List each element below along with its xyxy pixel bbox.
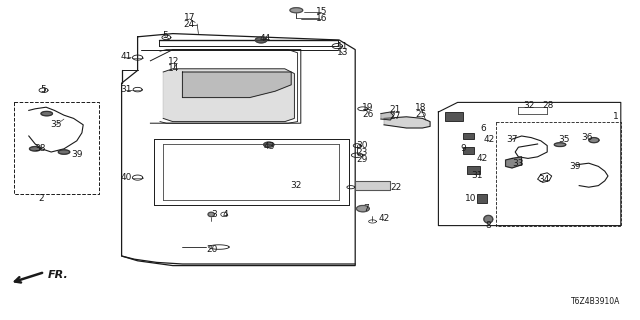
Text: 38: 38 [34,144,45,153]
Polygon shape [264,142,274,147]
FancyBboxPatch shape [467,166,480,174]
Polygon shape [163,69,294,122]
Polygon shape [29,147,41,151]
Text: 34: 34 [538,175,550,184]
Text: 37: 37 [506,135,518,144]
Text: 19: 19 [362,103,374,112]
Text: 36: 36 [582,133,593,142]
Text: 31: 31 [120,85,132,94]
FancyBboxPatch shape [477,194,487,203]
Polygon shape [255,37,267,43]
Text: 2: 2 [39,194,44,203]
Text: 16: 16 [316,14,327,23]
Text: 15: 15 [316,7,327,16]
Polygon shape [58,150,70,154]
Polygon shape [381,112,394,120]
Text: 24: 24 [184,20,195,29]
Text: 32: 32 [291,181,302,190]
Text: 33: 33 [513,159,524,168]
Polygon shape [355,181,390,190]
Polygon shape [506,157,522,168]
Text: 11: 11 [337,42,349,51]
Text: 4: 4 [223,210,228,219]
Text: 28: 28 [542,101,554,110]
Text: 41: 41 [120,52,132,61]
Text: 26: 26 [362,110,374,119]
Text: 35: 35 [51,120,62,129]
Text: 40: 40 [120,173,132,182]
FancyBboxPatch shape [445,112,463,121]
Text: 21: 21 [389,105,401,114]
Text: 7: 7 [364,204,369,213]
Text: 42: 42 [378,214,390,223]
Text: 44: 44 [260,34,271,43]
Text: 29: 29 [356,155,367,164]
Text: 13: 13 [337,48,349,57]
Polygon shape [182,72,291,98]
Text: 39: 39 [71,150,83,159]
Text: 22: 22 [390,183,401,192]
Text: 12: 12 [168,57,180,66]
Polygon shape [356,205,369,212]
Text: 35: 35 [559,135,570,144]
Text: 27: 27 [389,112,401,121]
Text: 42: 42 [483,135,495,144]
FancyBboxPatch shape [463,133,474,139]
Text: FR.: FR. [48,270,68,280]
Text: 5: 5 [163,31,168,40]
Text: 3: 3 [211,210,216,219]
Text: 32: 32 [524,101,535,110]
Text: 25: 25 [415,110,427,119]
Polygon shape [41,111,52,116]
Text: 20: 20 [207,245,218,254]
Polygon shape [484,215,493,223]
Text: 1: 1 [613,112,618,121]
Polygon shape [290,8,303,13]
Polygon shape [554,143,566,147]
Text: 14: 14 [168,64,180,73]
Text: 30: 30 [356,141,367,150]
Text: 6: 6 [481,124,486,133]
Text: 23: 23 [356,148,367,157]
Text: 9: 9 [461,144,466,153]
Text: 39: 39 [569,162,580,171]
Text: 8: 8 [486,221,491,230]
Polygon shape [384,117,430,128]
Text: 5: 5 [41,85,46,94]
Polygon shape [208,212,214,217]
Text: T6Z4B3910A: T6Z4B3910A [572,297,621,306]
Text: 10: 10 [465,194,476,203]
Polygon shape [589,138,599,143]
Text: 43: 43 [263,142,275,151]
Text: 31: 31 [471,172,483,180]
Text: 18: 18 [415,103,427,112]
Text: 17: 17 [184,13,195,22]
FancyBboxPatch shape [463,147,474,154]
Text: 42: 42 [476,154,488,163]
